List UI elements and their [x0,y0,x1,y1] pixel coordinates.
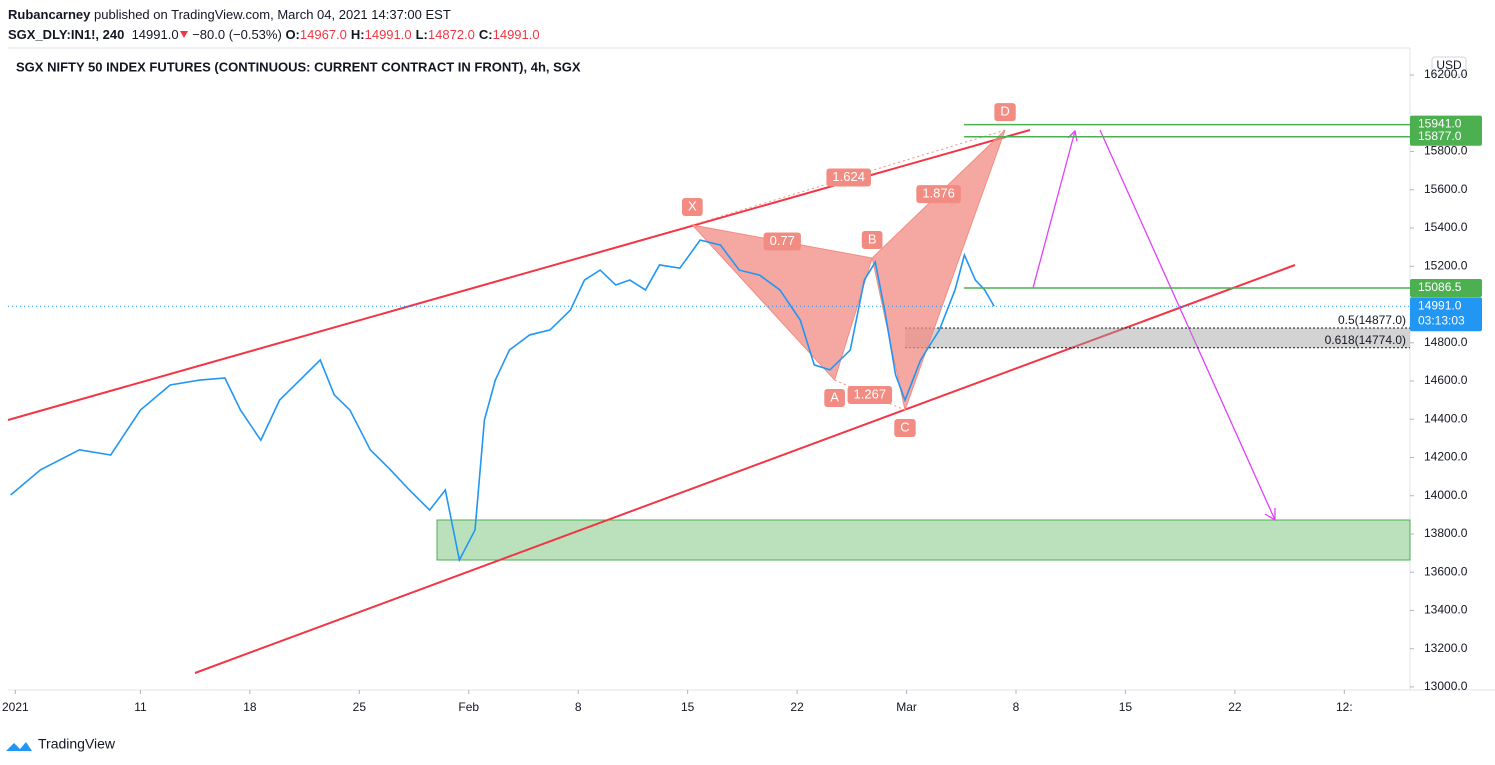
pattern-ratio: 1.624 [832,169,865,184]
y-tick-label: 14200.0 [1424,450,1468,464]
y-tick-label: 14600.0 [1424,373,1468,387]
ohlc-key: C: [478,27,493,42]
x-tick-label: 11 [134,700,147,714]
pattern-point: X [688,198,697,213]
level-tag [1410,278,1482,297]
y-tick-label: 15600.0 [1424,182,1468,196]
header: Rubancarney published on TradingView.com… [8,5,544,45]
x-tick-label: 8 [575,700,582,714]
x-tick-label: 15 [1119,700,1133,714]
y-tick-label: 13400.0 [1424,603,1468,617]
x-tick-label: 12: [1336,700,1353,714]
pattern-point: B [868,231,877,246]
level-label: 15941.0 [1418,117,1462,131]
fib-label: 0.618(14774.0) [1325,333,1406,347]
demand-zone [436,519,1411,561]
price-tag-label: 14991.0 [1418,298,1462,312]
down-icon [179,31,188,38]
x-tick-label: 15 [681,700,695,714]
y-tick-label: 13600.0 [1424,564,1468,578]
x-tick-label: 22 [1228,700,1242,714]
ohlc-value: 14991.0 [492,27,540,42]
channel-lower [194,264,1296,674]
currency-box [1431,56,1467,76]
y-tick-label: 15200.0 [1424,258,1468,272]
x-tick-label: 25 [353,700,367,714]
price-tag [1410,297,1482,332]
pattern-point: C [900,419,909,434]
ohlc-value: 14967.0 [299,27,347,42]
plot: 16200.0 15800.0 15600.0 15400.0 15200.0 14800… [2,67,1482,714]
level-label: 15877.0 [1418,129,1462,143]
level-label: 15086.5 [1418,280,1462,294]
ohlc-key: H: [350,27,365,42]
y-tick-label: 13000.0 [1424,679,1468,693]
pattern-point-box [894,419,916,438]
brand-logo [6,742,32,751]
pattern-point-box [682,197,703,216]
pattern-triangle [871,129,1006,412]
x-tick-label: 18 [243,700,257,714]
ohlc-value: 14991.0 [364,27,412,42]
x-tick-label: 2021 [2,700,29,714]
ohlc-key: O: [285,27,300,42]
y-tick-label: 14800.0 [1424,335,1468,349]
ohlc-value: 14872.0 [427,27,475,42]
pattern-ratio: 0.77 [770,233,795,248]
symbol: SGX_DLY:IN1!, 240 [8,27,125,42]
chart-title: SGX NIFTY 50 INDEX FUTURES (CONTINUOUS: … [16,59,581,74]
projection-arrows [1032,129,1276,522]
pattern-ratio-box [847,386,893,405]
x-tick-label: Mar [896,700,917,714]
fib-label: 0.5(14877.0) [1338,313,1406,327]
price-line [10,239,995,563]
pattern-ratio-box [916,185,961,204]
brand: TradingView [38,736,116,752]
currency: USD [1436,58,1462,72]
publish-line: Rubancarney published on TradingView.com… [8,5,544,25]
y-tick-label: 13800.0 [1424,526,1468,540]
pattern-ratio-box [763,232,801,251]
pattern-point-box [824,389,845,408]
level-tag [1410,127,1482,146]
ohlc: O:14967.0 H:14991.0 L:14872.0 C:14991.0 [285,27,543,42]
last: 14991.0 [131,27,179,42]
pattern-point: D [1000,104,1009,119]
symbol-line: SGX_DLY:IN1!, 240 14991.0 −80.0 (−0.53%)… [8,25,544,45]
x-tick-label: 22 [790,700,804,714]
ohlc-key: L: [415,27,428,42]
pattern-ratio: 1.267 [854,386,887,401]
pattern-point-box [861,231,883,250]
pattern-ratio-box [826,168,871,187]
y-tick-label: 14000.0 [1424,488,1468,502]
fib-zone [904,328,1410,348]
x-tick-label: 8 [1013,700,1020,714]
y-tick-label: 16200.0 [1424,67,1468,81]
y-tick-label: 13200.0 [1424,641,1468,655]
y-tick-label: 15800.0 [1424,144,1468,158]
published: published on TradingView.com, March 04, … [94,7,451,22]
pattern-ratio: 1.876 [922,186,955,201]
pattern-point: A [830,389,839,404]
countdown: 03:13:03 [1418,313,1465,327]
y-tick-label: 14400.0 [1424,411,1468,425]
x-tick-label: Feb [458,700,479,714]
pattern-point-box [994,103,1016,122]
publisher: Rubancarney [8,7,91,22]
y-tick-label: 15400.0 [1424,220,1468,234]
change: −80.0 (−0.53%) [192,27,282,42]
